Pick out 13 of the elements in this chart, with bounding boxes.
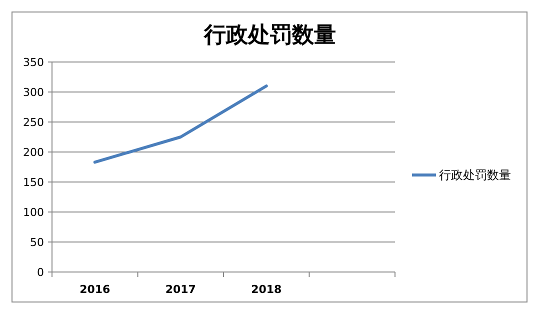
y-tick-label: 200 [23, 146, 44, 159]
x-tick-label: 2018 [251, 283, 282, 296]
y-tick-label: 150 [23, 176, 44, 189]
y-tick-label: 300 [23, 86, 44, 99]
title: 行政处罚数量 [204, 23, 336, 48]
y-tick-label: 0 [37, 266, 44, 279]
x-tick-label: 2016 [80, 283, 111, 296]
y-tick-label: 250 [23, 116, 44, 129]
x-tick-label: 2017 [165, 283, 196, 296]
y-tick-label: 100 [23, 206, 44, 219]
legend-label: 行政处罚数量 [439, 168, 511, 182]
y-tick-label: 50 [30, 236, 44, 249]
y-tick-label: 350 [23, 56, 44, 69]
